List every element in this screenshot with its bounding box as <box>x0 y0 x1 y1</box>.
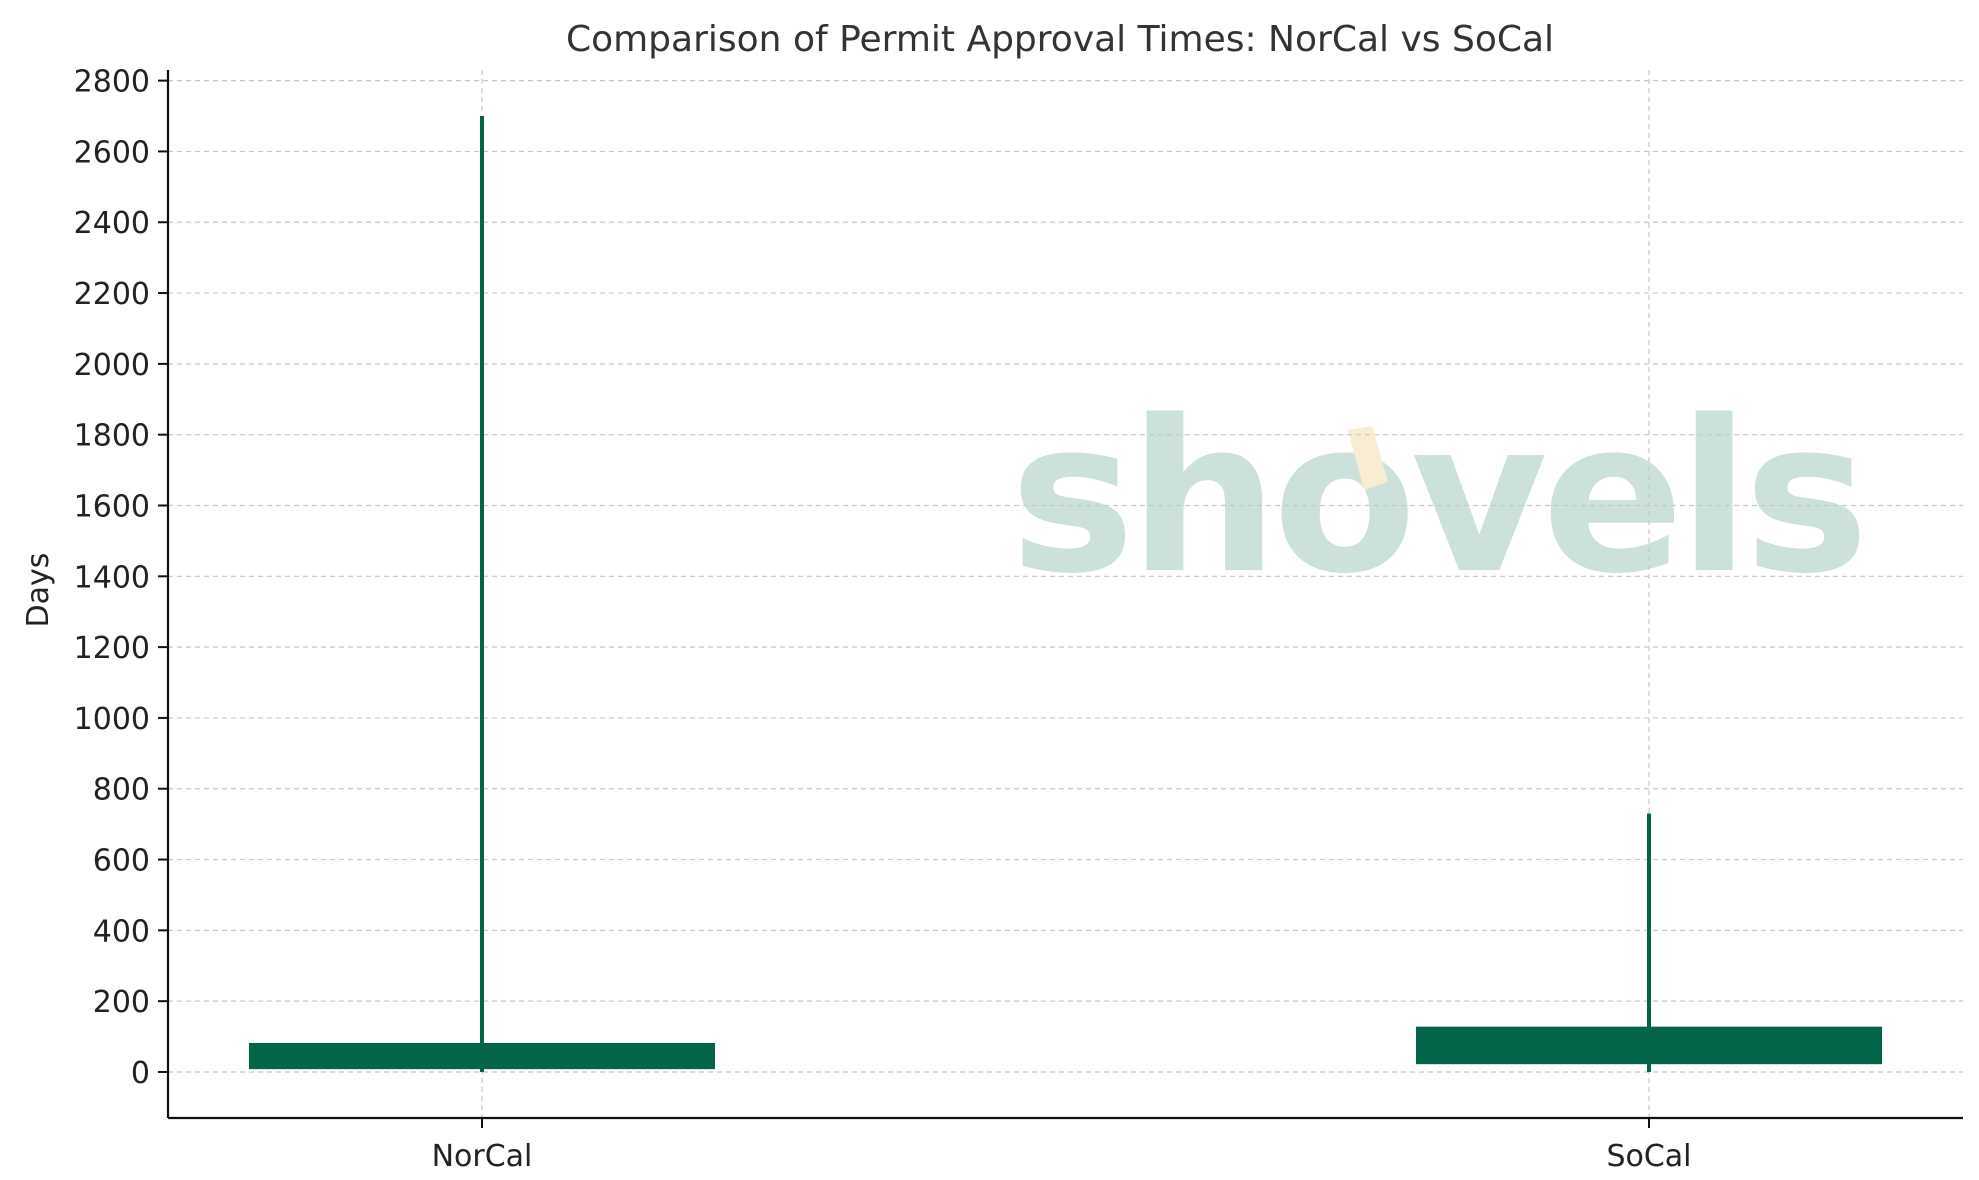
y-tick-label: 1000 <box>74 702 150 737</box>
y-tick-label: 1600 <box>74 489 150 524</box>
y-tick-label: 2400 <box>74 206 150 241</box>
x-tick-label: NorCal <box>432 1139 533 1174</box>
y-tick-label: 2000 <box>74 348 150 383</box>
shovels-watermark-logo: shovels <box>1010 375 1869 620</box>
watermark-text: shovels <box>1010 375 1863 620</box>
y-tick-label: 800 <box>93 773 150 808</box>
y-tick-label: 2200 <box>74 277 150 312</box>
y-tick-label: 1200 <box>74 631 150 666</box>
box-series <box>249 116 1882 1072</box>
box-socal <box>1416 813 1882 1072</box>
y-tick-label: 600 <box>93 844 150 879</box>
watermark-accent-mark <box>1348 426 1388 490</box>
y-axis-label: Days <box>21 553 56 628</box>
y-tick-label: 200 <box>93 985 150 1020</box>
y-tick-label: 2600 <box>74 135 150 170</box>
x-tick-label: SoCal <box>1606 1139 1691 1174</box>
y-tick-label: 0 <box>131 1056 150 1091</box>
y-tick-label: 1800 <box>74 419 150 454</box>
box-norcal <box>249 116 715 1072</box>
y-tick-label: 1400 <box>74 560 150 595</box>
y-axis-ticks: 0 200 400 600 800 1000 1200 1400 1600 1800 2000 220… <box>74 65 168 1091</box>
y-tick-label: 400 <box>93 914 150 949</box>
y-tick-label: 2800 <box>74 65 150 100</box>
x-axis-ticks: NorCal SoCal <box>432 1118 1692 1174</box>
chart-title: Comparison of Permit Approval Times: Nor… <box>566 19 1554 60</box>
